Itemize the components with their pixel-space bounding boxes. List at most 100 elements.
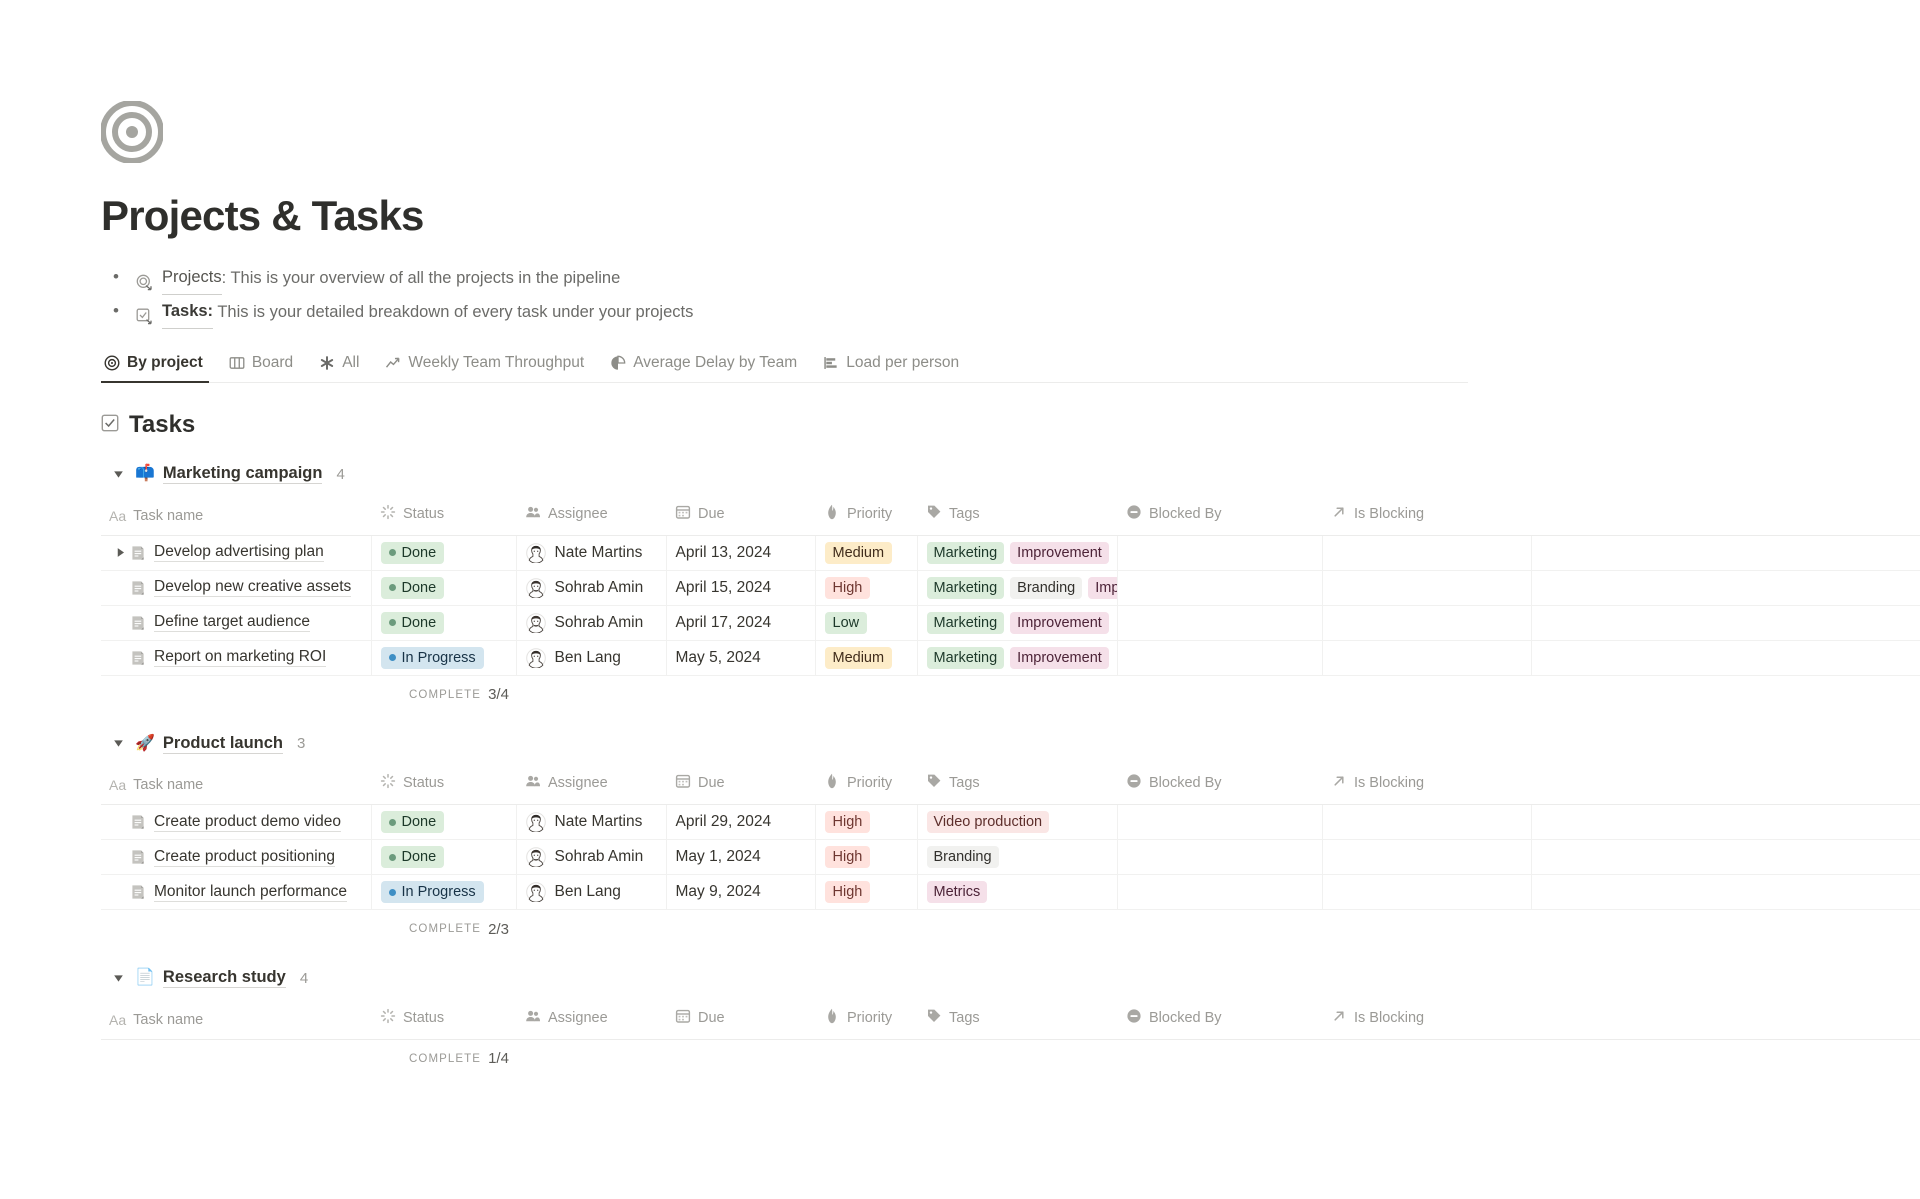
- cell-priority[interactable]: Low: [815, 605, 918, 641]
- task-name-text[interactable]: Create product demo video: [154, 812, 341, 832]
- priority-badge[interactable]: Medium: [824, 541, 893, 564]
- column-header-assignee[interactable]: Assignee: [516, 772, 666, 806]
- cell-is-blocking[interactable]: [1322, 605, 1532, 641]
- column-header-task-name[interactable]: Aa Task name: [101, 503, 371, 536]
- cell-tags[interactable]: Metrics: [917, 874, 1118, 911]
- group-name[interactable]: Marketing campaign: [162, 464, 323, 485]
- table-row[interactable]: Create product positioning Done Sohrab Ami…: [101, 839, 1920, 876]
- cell-status[interactable]: Done: [371, 804, 517, 841]
- cell-due-date[interactable]: April 13, 2024: [666, 535, 816, 571]
- cell-status[interactable]: Done: [371, 535, 517, 571]
- priority-badge[interactable]: Low: [824, 611, 868, 634]
- cell-priority[interactable]: Medium: [815, 640, 918, 676]
- column-header-due[interactable]: Due: [666, 503, 815, 536]
- tag-badge[interactable]: Improvement: [1010, 541, 1109, 564]
- cell-priority[interactable]: High: [815, 839, 918, 876]
- cell-status[interactable]: In Progress: [371, 640, 517, 676]
- cell-tags[interactable]: Branding: [917, 839, 1118, 876]
- column-header-status[interactable]: Status: [371, 772, 516, 806]
- tag-badge[interactable]: Video production: [926, 811, 1050, 834]
- column-header-tags[interactable]: Tags: [917, 1007, 1117, 1040]
- cell-due-date[interactable]: April 29, 2024: [666, 804, 816, 841]
- column-header-due[interactable]: Due: [666, 1007, 815, 1040]
- column-header-task-name[interactable]: Aa Task name: [101, 1007, 371, 1040]
- task-name-text[interactable]: Create product positioning: [154, 847, 335, 867]
- cell-blocked-by[interactable]: [1117, 535, 1323, 571]
- table-row[interactable]: Report on marketing ROI In Progress Ben La…: [101, 640, 1920, 676]
- priority-badge[interactable]: Medium: [824, 646, 893, 669]
- tab-load-per-person[interactable]: Load per person: [810, 354, 972, 382]
- tag-badge[interactable]: Branding: [1010, 576, 1083, 599]
- tag-badge[interactable]: Branding: [926, 846, 999, 869]
- column-header-is-blocking[interactable]: Is Blocking: [1322, 503, 1531, 536]
- status-badge[interactable]: Done: [380, 811, 445, 834]
- cell-blocked-by[interactable]: [1117, 874, 1323, 911]
- cell-tags[interactable]: MarketingBrandingImprovement: [917, 570, 1118, 606]
- status-badge[interactable]: Done: [380, 611, 445, 634]
- cell-priority[interactable]: High: [815, 874, 918, 911]
- cell-is-blocking[interactable]: [1322, 804, 1532, 841]
- cell-task-name[interactable]: Create product positioning: [101, 839, 372, 876]
- priority-badge[interactable]: High: [824, 846, 871, 869]
- cell-assignee[interactable]: Sohrab Amin: [516, 570, 667, 606]
- cell-status[interactable]: In Progress: [371, 874, 517, 911]
- tab-weekly-team-throughput[interactable]: Weekly Team Throughput: [372, 354, 597, 382]
- status-badge[interactable]: Done: [380, 541, 445, 564]
- cell-due-date[interactable]: April 17, 2024: [666, 605, 816, 641]
- status-badge[interactable]: In Progress: [380, 646, 484, 669]
- cell-tags[interactable]: Marketing Improvement: [917, 535, 1118, 571]
- cell-tags[interactable]: Marketing Improvement: [917, 640, 1118, 676]
- task-name-text[interactable]: Define target audience: [154, 613, 310, 633]
- cell-tags[interactable]: Marketing Improvement: [917, 605, 1118, 641]
- cell-blocked-by[interactable]: [1117, 804, 1323, 841]
- table-row[interactable]: Develop new creative assets Done Sohrab Am…: [101, 570, 1920, 606]
- column-header-task-name[interactable]: Aa Task name: [101, 772, 371, 806]
- task-name-text[interactable]: Report on marketing ROI: [154, 648, 327, 668]
- cell-priority[interactable]: High: [815, 804, 918, 841]
- column-header-tags[interactable]: Tags: [917, 772, 1117, 806]
- cell-task-name[interactable]: Create product demo video: [101, 804, 372, 841]
- tab-average-delay-by-team[interactable]: Average Delay by Team: [597, 354, 810, 382]
- cell-assignee[interactable]: Sohrab Amin: [516, 839, 667, 876]
- cell-due-date[interactable]: April 15, 2024: [666, 570, 816, 606]
- table-row[interactable]: Create product demo video Done Nate Martin…: [101, 804, 1920, 841]
- cell-blocked-by[interactable]: [1117, 839, 1323, 876]
- cell-is-blocking[interactable]: [1322, 640, 1532, 676]
- cell-is-blocking[interactable]: [1322, 839, 1532, 876]
- cell-due-date[interactable]: May 1, 2024: [666, 839, 816, 876]
- column-header-blocked-by[interactable]: Blocked By: [1117, 772, 1322, 806]
- priority-badge[interactable]: High: [824, 881, 871, 904]
- cell-status[interactable]: Done: [371, 570, 517, 606]
- tag-badge[interactable]: Marketing: [926, 576, 1005, 599]
- tag-badge[interactable]: Improvement: [1088, 576, 1116, 599]
- tab-by-project[interactable]: By project: [101, 354, 216, 384]
- task-name-text[interactable]: Monitor launch performance: [154, 882, 347, 902]
- group-name[interactable]: Research study: [162, 968, 286, 989]
- cell-task-name[interactable]: Develop new creative assets: [101, 570, 372, 606]
- status-badge[interactable]: Done: [380, 576, 445, 599]
- tag-badge[interactable]: Marketing: [926, 646, 1005, 669]
- column-header-blocked-by[interactable]: Blocked By: [1117, 503, 1322, 536]
- column-header-add[interactable]: [1531, 772, 1920, 806]
- table-row[interactable]: Monitor launch performance In Progress Ben…: [101, 874, 1920, 911]
- cell-assignee[interactable]: Nate Martins: [516, 535, 667, 571]
- cell-blocked-by[interactable]: [1117, 640, 1323, 676]
- chevron-down-icon[interactable]: [109, 735, 127, 753]
- column-header-status[interactable]: Status: [371, 1007, 516, 1040]
- column-header-assignee[interactable]: Assignee: [516, 503, 666, 536]
- cell-assignee[interactable]: Ben Lang: [516, 874, 667, 911]
- cell-assignee[interactable]: Nate Martins: [516, 804, 667, 841]
- column-header-priority[interactable]: Priority: [815, 503, 917, 536]
- task-name-text[interactable]: Develop new creative assets: [154, 578, 352, 598]
- status-badge[interactable]: In Progress: [380, 881, 484, 904]
- cell-is-blocking[interactable]: [1322, 570, 1532, 606]
- tab-all[interactable]: All: [306, 354, 372, 382]
- column-header-add[interactable]: [1531, 503, 1920, 536]
- cell-assignee[interactable]: Ben Lang: [516, 640, 667, 676]
- tag-badge[interactable]: Metrics: [926, 881, 988, 904]
- cell-task-name[interactable]: Report on marketing ROI: [101, 640, 372, 676]
- column-header-blocked-by[interactable]: Blocked By: [1117, 1007, 1322, 1040]
- tag-badge[interactable]: Marketing: [926, 541, 1005, 564]
- tab-board[interactable]: Board: [216, 354, 306, 382]
- column-header-is-blocking[interactable]: Is Blocking: [1322, 1007, 1531, 1040]
